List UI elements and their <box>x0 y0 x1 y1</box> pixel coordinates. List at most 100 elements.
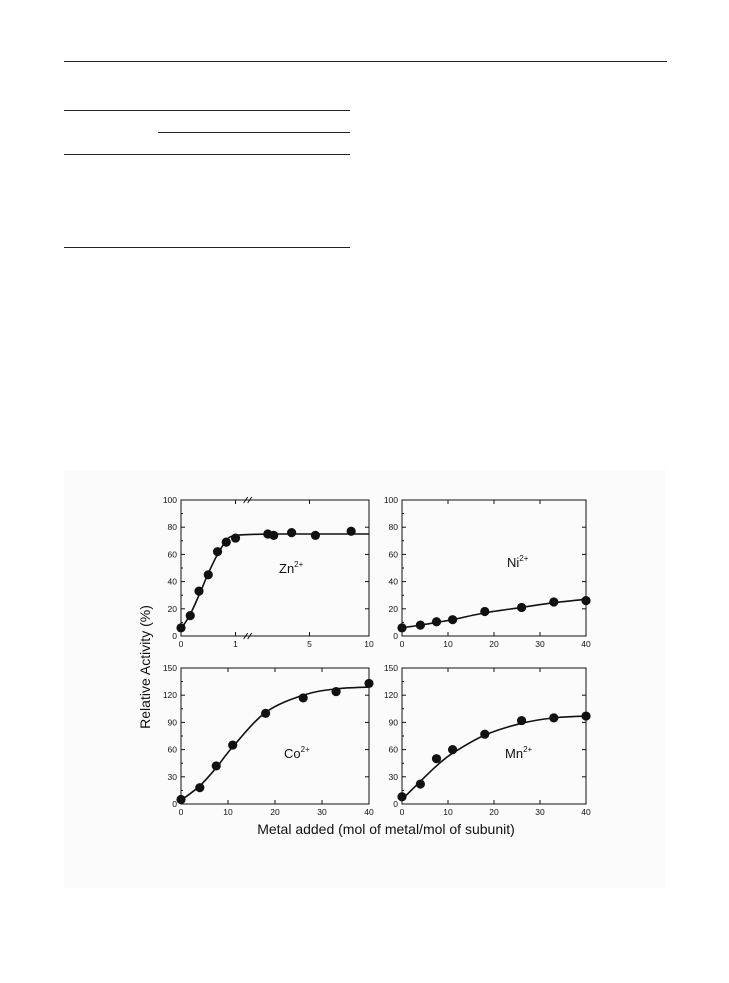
data-point <box>397 792 407 802</box>
data-point <box>194 586 204 596</box>
y-tick-label: 20 <box>168 604 178 614</box>
y-tick-label: 80 <box>389 522 399 532</box>
panel-top-right: 0 20 40 60 80 100 0 10 20 30 40 Ni2+ <box>384 495 591 649</box>
x-tick-label: 20 <box>270 807 280 817</box>
x-tick-label: 40 <box>581 807 591 817</box>
x-tick-label: 40 <box>364 807 374 817</box>
plot-frame <box>401 667 587 805</box>
fit-curve <box>180 686 370 802</box>
y-tick-label: 60 <box>389 549 399 559</box>
y-tick-label: 150 <box>384 663 398 673</box>
panel-top-left: 0 20 40 60 80 100 0 1 5 10 Zn2+ <box>163 495 374 649</box>
data-point <box>195 783 205 793</box>
y-tick-label: 40 <box>168 577 178 587</box>
data-point <box>346 526 356 536</box>
y-tick-label: 150 <box>163 663 177 673</box>
data-point <box>517 602 527 613</box>
x-tick-label: 20 <box>489 807 499 817</box>
data-point <box>581 596 591 606</box>
table-subheader-rule <box>158 132 350 133</box>
y-tick-label: 90 <box>389 717 399 727</box>
x-tick-label: 5 <box>307 639 312 649</box>
metal-annotation: Mn2+ <box>505 745 533 761</box>
x-tick-label: 10 <box>223 807 233 817</box>
data-point <box>176 623 186 633</box>
metal-annotation: Co2+ <box>284 745 310 761</box>
x-tick-label: 30 <box>317 807 327 817</box>
data-point <box>448 745 458 755</box>
data-point <box>431 617 442 627</box>
data-point <box>448 615 458 625</box>
x-tick-label: 0 <box>179 807 184 817</box>
data-point <box>480 606 490 617</box>
y-tick-label: 120 <box>384 690 398 700</box>
y-tick-label: 100 <box>384 495 398 505</box>
x-tick-label: 10 <box>443 807 453 817</box>
y-tick-label: 0 <box>393 799 398 809</box>
data-point <box>480 729 490 739</box>
x-tick-label: 0 <box>400 807 405 817</box>
data-point <box>549 597 559 607</box>
plot-frame <box>180 499 370 637</box>
x-tick-label: 1 <box>233 639 238 649</box>
fit-curve <box>401 715 587 801</box>
data-point <box>331 686 341 697</box>
data-point <box>549 713 559 723</box>
fit-curve <box>180 533 369 630</box>
y-tick-label: 0 <box>393 631 398 641</box>
y-tick-label: 120 <box>163 690 177 700</box>
y-tick-label: 60 <box>168 549 178 559</box>
y-tick-label: 0 <box>172 631 177 641</box>
data-point <box>228 740 238 750</box>
panel-bottom-right: 0 30 60 90 120 150 0 10 20 30 40 Mn2+ <box>384 663 591 817</box>
x-tick-label: 30 <box>535 807 545 817</box>
table-top-rule <box>64 110 350 111</box>
x-axis-label: Metal added (mol of metal/mol of subunit… <box>257 821 515 837</box>
data-point <box>176 794 186 805</box>
y-tick-label: 0 <box>172 799 177 809</box>
x-tick-label: 0 <box>400 639 405 649</box>
data-point <box>269 530 279 540</box>
x-tick-label: 40 <box>581 639 591 649</box>
data-point <box>185 611 195 621</box>
data-point <box>287 528 297 538</box>
y-tick-label: 60 <box>168 745 178 755</box>
axis-break-mark <box>243 632 249 640</box>
fit-curve <box>401 598 587 629</box>
panel-bottom-left: 0 30 60 90 120 150 0 10 20 30 40 Co2+ <box>163 663 374 817</box>
axis-break-mark <box>247 496 253 504</box>
data-point <box>310 530 321 540</box>
data-point <box>517 715 527 726</box>
x-tick-label: 10 <box>364 639 374 649</box>
data-point <box>415 620 425 630</box>
data-point <box>581 711 591 721</box>
axis-break-mark <box>247 632 253 640</box>
data-point <box>261 708 271 718</box>
data-point <box>211 761 221 771</box>
y-tick-label: 80 <box>168 522 178 532</box>
metal-annotation: Ni2+ <box>507 554 529 570</box>
x-tick-label: 0 <box>179 639 184 649</box>
y-tick-label: 40 <box>389 577 399 587</box>
y-tick-label: 60 <box>389 745 399 755</box>
figure-panel: 0 20 40 60 80 100 0 1 5 10 Zn2+ 0 20 40 60 80 100 0 10 20 30… <box>64 470 666 888</box>
plot-frame <box>401 499 587 637</box>
data-point <box>298 693 308 703</box>
table-header-rule <box>64 154 350 155</box>
y-axis-label: Relative Activity (%) <box>137 605 153 729</box>
data-point <box>212 547 223 557</box>
metal-annotation: Zn2+ <box>279 560 304 576</box>
x-tick-label: 20 <box>489 639 499 649</box>
page-top-rule <box>64 61 667 62</box>
data-point <box>230 533 241 543</box>
y-tick-label: 30 <box>389 772 399 782</box>
y-tick-label: 20 <box>389 604 399 614</box>
data-point <box>203 570 213 580</box>
data-point <box>415 779 425 789</box>
y-tick-label: 90 <box>168 717 178 727</box>
x-tick-label: 30 <box>535 639 545 649</box>
data-point <box>364 678 374 689</box>
data-point <box>221 537 231 547</box>
x-tick-label: 10 <box>443 639 453 649</box>
